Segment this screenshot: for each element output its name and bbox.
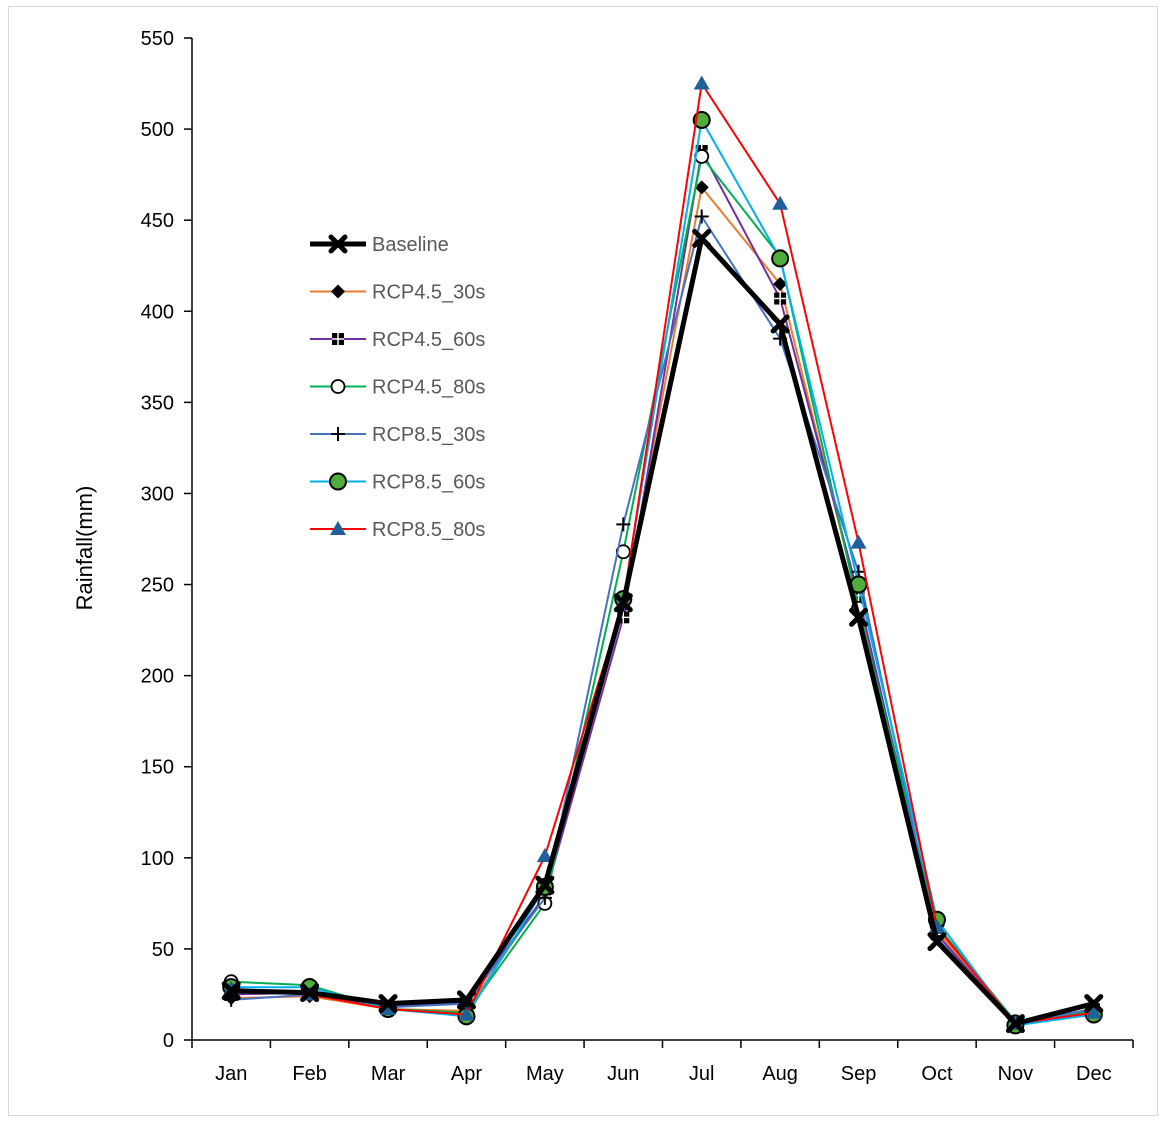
data-point-baseline xyxy=(1005,1014,1025,1034)
data-point-rcp8-5-80s xyxy=(380,1001,397,1016)
legend-marker xyxy=(331,427,345,441)
y-tick-label: 300 xyxy=(141,483,174,505)
series-line-rcp4-5-30s xyxy=(231,186,1094,1025)
data-point-baseline xyxy=(221,981,241,1001)
data-point-rcp4-5-60s xyxy=(774,292,787,305)
x-tick-label: Sep xyxy=(841,1063,877,1085)
x-tick-label: Jan xyxy=(215,1063,247,1085)
y-tick-label: 200 xyxy=(141,666,174,688)
series-rcp4-5-80s xyxy=(223,149,1102,1030)
x-tick-label: Oct xyxy=(921,1063,953,1085)
y-tick-label: 500 xyxy=(141,119,174,141)
x-tick-label: Jun xyxy=(607,1063,639,1085)
x-tick-label: Mar xyxy=(371,1063,406,1085)
data-point-rcp8-5-80s xyxy=(772,195,789,210)
data-point-rcp8-5-80s xyxy=(536,847,553,862)
legend-item-rcp4-5-80s: RCP4.5_80s xyxy=(310,377,485,399)
data-point-baseline xyxy=(770,314,790,334)
series-rcp8-5-60s xyxy=(222,110,1103,1035)
series-layer xyxy=(221,75,1104,1035)
data-point-rcp8-5-80s xyxy=(1085,1004,1102,1019)
chart-frame xyxy=(8,6,1158,1116)
data-point-rcp8-5-80s xyxy=(458,1006,475,1021)
data-point-baseline xyxy=(927,932,947,952)
x-tick-label: Dec xyxy=(1076,1063,1112,1085)
data-point-rcp8-5-30s xyxy=(694,209,709,224)
legend-label: RCP4.5_30s xyxy=(372,282,485,304)
data-point-rcp4-5-30s xyxy=(773,276,788,291)
legend-label: RCP8.5_30s xyxy=(372,424,485,446)
y-tick-label: 250 xyxy=(141,575,174,597)
y-tick-label: 550 xyxy=(141,28,174,50)
legend-item-rcp8-5-80s: RCP8.5_80s xyxy=(310,519,485,541)
data-point-baseline xyxy=(613,593,633,613)
legend-item-rcp8-5-30s: RCP8.5_30s xyxy=(310,424,485,446)
data-point-baseline xyxy=(300,983,320,1003)
data-point-baseline xyxy=(378,994,398,1014)
data-point-rcp8-5-60s xyxy=(771,249,790,268)
y-tick-label: 0 xyxy=(163,1030,174,1052)
legend-marker xyxy=(332,333,344,345)
data-point-rcp8-5-30s xyxy=(616,517,631,532)
legend-label: RCP4.5_80s xyxy=(372,377,485,399)
legend-marker xyxy=(329,472,347,491)
legend-label: RCP4.5_60s xyxy=(372,329,485,351)
data-point-baseline xyxy=(1084,994,1104,1014)
x-tick-label: May xyxy=(526,1063,564,1085)
y-axis-title: Rainfall(mm) xyxy=(72,486,97,611)
legend-item-rcp4-5-30s: RCP4.5_30s xyxy=(310,282,485,304)
series-line-rcp8-5-60s xyxy=(231,119,1094,1027)
legend-item-baseline: Baseline xyxy=(310,234,449,256)
series-rcp4-5-60s xyxy=(225,144,1100,1030)
x-tick-label: Nov xyxy=(998,1063,1034,1085)
x-tick-label: Apr xyxy=(451,1063,482,1085)
legend-marker xyxy=(330,521,346,535)
data-point-baseline xyxy=(692,228,712,248)
x-tick-label: Jul xyxy=(689,1063,715,1085)
axes-layer xyxy=(184,37,1134,1048)
series-line-rcp4-5-80s xyxy=(231,155,1094,1023)
y-tick-label: 50 xyxy=(152,939,174,961)
legend-marker xyxy=(330,379,346,394)
y-tick-label: 100 xyxy=(141,848,174,870)
legend-item-rcp4-5-60s: RCP4.5_60s xyxy=(310,329,485,351)
data-point-rcp8-5-80s xyxy=(850,534,867,549)
data-point-baseline xyxy=(456,990,476,1010)
y-tick-label: 400 xyxy=(141,301,174,323)
legend-item-rcp8-5-60s: RCP8.5_60s xyxy=(310,472,485,494)
y-tick-label: 350 xyxy=(141,392,174,414)
x-tick-labels: Jan Feb Mar Apr May Jun Jul Aug Sep Oct Nov Dec xyxy=(215,1063,1111,1085)
data-point-rcp8-5-80s xyxy=(693,75,710,90)
y-tick-label: 150 xyxy=(141,757,174,779)
data-point-baseline xyxy=(849,607,869,627)
series-rcp8-5-80s xyxy=(223,75,1102,1030)
series-rcp4-5-30s xyxy=(224,180,1101,1031)
legend-label: RCP8.5_60s xyxy=(372,472,485,494)
legend-marker xyxy=(328,234,348,254)
x-tick-label: Feb xyxy=(292,1063,326,1085)
y-tick-label: 450 xyxy=(141,210,174,232)
series-line-rcp8-5-80s xyxy=(231,82,1094,1025)
x-tick-label: Aug xyxy=(762,1063,798,1085)
series-line-baseline xyxy=(231,235,1095,1027)
legend-label: RCP8.5_80s xyxy=(372,519,485,541)
legend: Baseline RCP4.5_30s RCP4.5_60s RCP4.5_80s RC… xyxy=(310,234,485,541)
series-baseline xyxy=(221,228,1104,1034)
legend-marker xyxy=(331,284,345,299)
data-point-baseline xyxy=(535,875,555,895)
legend-label: Baseline xyxy=(372,234,449,256)
series-rcp8-5-30s xyxy=(224,209,1101,1031)
y-tick-labels: 0 50 100 150 200 250 300 350 400 450 500 550 xyxy=(141,28,174,1052)
series-line-rcp4-5-60s xyxy=(231,150,1094,1025)
data-point-rcp4-5-30s xyxy=(694,180,709,195)
